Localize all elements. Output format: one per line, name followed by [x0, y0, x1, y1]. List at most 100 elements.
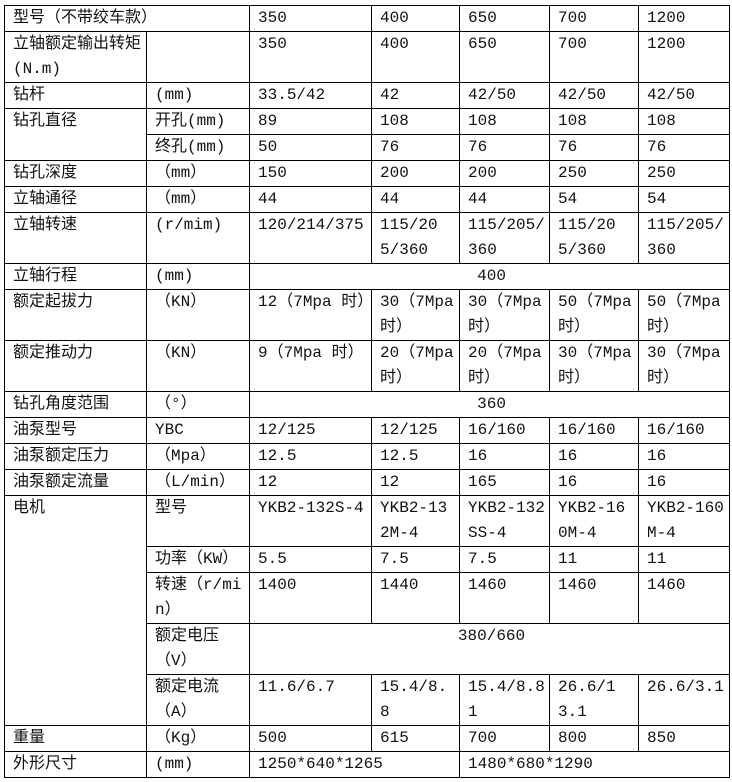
table-cell: 650 [459, 5, 551, 32]
table-cell: 开孔(mm) [145, 108, 251, 135]
table-cell: 700 [549, 31, 640, 83]
table-cell: 400 [249, 263, 731, 290]
table-cell: 外形尺寸 [4, 751, 147, 778]
table-row: 立轴行程 (mm) 400 [4, 263, 731, 290]
table-cell: 16/160 [638, 417, 731, 444]
table-cell: 30（7Mpa时） [549, 340, 640, 392]
table-row: 功率（KW） 5.5 7.5 7.5 11 11 [5, 546, 731, 573]
table-cell: 42 [371, 82, 461, 109]
table-cell: 700 [549, 5, 640, 32]
table-cell: YKB2-132SS-4 [459, 495, 551, 547]
table-cell: 12/125 [249, 417, 373, 444]
table-cell: 型号 [145, 495, 251, 547]
table-cell: 165 [459, 469, 551, 496]
table-cell: 50 [249, 134, 373, 161]
table-cell: 115/205/360 [371, 212, 461, 264]
table-cell: 1460 [638, 572, 731, 624]
table-cell: 54 [638, 186, 731, 213]
table-cell: 108 [549, 108, 640, 135]
table-cell: 250 [549, 160, 640, 187]
table-cell: 30（7Mpa时） [638, 340, 731, 392]
table-cell: 250 [638, 160, 731, 187]
table-cell: 12 [371, 469, 461, 496]
table-cell: 1200 [638, 31, 731, 83]
table-cell: 76 [459, 134, 551, 161]
table-cell: 16/160 [549, 417, 640, 444]
table-cell: （mm） [145, 160, 251, 187]
table-cell: 42/50 [638, 82, 731, 109]
table-cell: 16 [459, 443, 551, 470]
table-cell: 76 [549, 134, 640, 161]
table-row: 型号（不带绞车款） 350 400 650 700 1200 [3, 5, 731, 32]
table-cell: （KN） [145, 340, 251, 392]
table-cell: 50（7Mpa时） [549, 289, 640, 341]
table-cell: 350 [249, 5, 373, 32]
table-cell: （L/min） [145, 469, 251, 496]
table-row: 立轴转速 (r/mim) 120/214/375 115/205/360 115/205… [4, 212, 731, 264]
table-row: 额定起拔力 （KN） 12（7Mpa 时） 30（7Mpa时） 30（7Mpa时） 50（… [4, 289, 731, 341]
table-row: 电机 型号 YKB2-132S-4 YKB2-132M-4 YKB2-132SS-4 YK… [4, 495, 731, 726]
table-cell: 500 [249, 725, 373, 752]
table-cell: 115/205/360 [549, 212, 640, 264]
table-cell: 120/214/375 [249, 212, 373, 264]
table-cell: 650 [459, 31, 551, 83]
table-cell: (r/mim) [145, 212, 251, 264]
table-cell: 钻孔深度 [4, 160, 147, 187]
table-cell: 1460 [549, 572, 640, 624]
table-cell: 油泵额定压力 [4, 443, 147, 470]
table-cell: 立轴通径 [4, 186, 147, 213]
table-row: 钻孔深度 （mm） 150 200 200 250 250 [4, 160, 731, 187]
table-cell: 12.5 [371, 443, 461, 470]
table-cell: 功率（KW） [145, 546, 251, 573]
table-cell: 42/50 [549, 82, 640, 109]
table-row: 油泵额定压力 （Mpa） 12.5 12.5 16 16 16 [4, 443, 731, 470]
table-cell: 1400 [249, 572, 373, 624]
table-cell: 16/160 [459, 417, 551, 444]
table-row: 油泵额定流量 （L/min） 12 12 165 16 16 [4, 469, 731, 496]
table-cell: 立轴行程 [4, 263, 147, 290]
table-cell: 350 [249, 31, 373, 83]
table-cell: 26.6/13.1 [549, 674, 640, 726]
table-cell: （°） [145, 391, 251, 418]
table-row: 转速（r/min） 1400 1440 1460 1460 1460 [5, 572, 731, 624]
table-cell: 型号（不带绞车款） [3, 5, 251, 32]
table-cell: 380/660 [249, 623, 731, 675]
table-row: 钻杆 (mm) 33.5/42 42 42/50 42/50 42/50 [4, 82, 731, 109]
table-cell: 26.6/3.1 [638, 674, 731, 726]
table-row: 立轴通径 （mm） 44 44 44 54 54 [4, 186, 731, 213]
table-cell: 12（7Mpa 时） [249, 289, 373, 341]
table-cell: YKB2-132S-4 [249, 495, 373, 547]
table-cell: 转速（r/min） [145, 572, 251, 624]
table-row: 立轴额定输出转矩(N.m) 350 400 650 700 1200 [4, 31, 731, 83]
table-cell: 16 [638, 469, 731, 496]
table-cell: 1250*640*1265 [249, 751, 461, 778]
table-cell: 76 [371, 134, 461, 161]
table-cell: 615 [371, 725, 461, 752]
table-row: 额定电压（V） 380/660 [5, 623, 731, 675]
table-cell: 44 [459, 186, 551, 213]
table-cell: 115/205/360 [638, 212, 731, 264]
table-cell: 油泵型号 [4, 417, 147, 444]
table-cell: 1200 [638, 5, 731, 32]
table-row: 外形尺寸 (mm) 1250*640*1265 1480*680*1290 [4, 751, 731, 778]
table-row: 终孔(mm) 50 76 76 76 76 [5, 134, 731, 161]
table-cell: 终孔(mm) [145, 134, 251, 161]
table-row: 重量 （Kg） 500 615 700 800 850 [4, 725, 731, 752]
table-row: 钻孔直径 开孔(mm) 89 108 108 108 108 [4, 108, 731, 161]
table-cell: YKB2-160M-4 [549, 495, 640, 547]
table-cell: (mm) [145, 82, 251, 109]
table-cell: 44 [371, 186, 461, 213]
table-cell: 16 [549, 443, 640, 470]
table-cell: （mm） [145, 186, 251, 213]
table-cell: 200 [459, 160, 551, 187]
table-cell: 800 [549, 725, 640, 752]
table-cell: 150 [249, 160, 373, 187]
table-cell: 11.6/6.7 [249, 674, 373, 726]
table-cell: （KN） [145, 289, 251, 341]
table-cell: YBC [145, 417, 251, 444]
table-cell: 15.4/8.8 [371, 674, 461, 726]
table-cell: 额定起拔力 [4, 289, 147, 341]
table-cell: 1440 [371, 572, 461, 624]
table-cell: 7.5 [459, 546, 551, 573]
